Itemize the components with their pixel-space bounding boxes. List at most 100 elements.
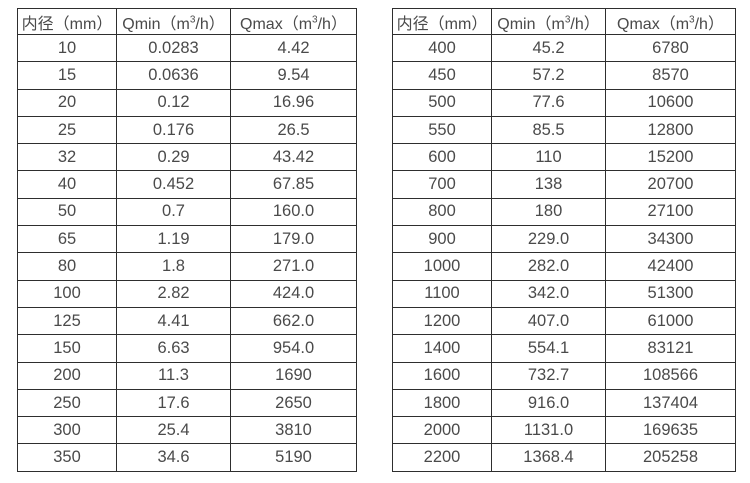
- qmax-cell: 137404: [605, 388, 736, 418]
- qmin-cell: 0.0283: [116, 33, 231, 63]
- qmin-cell: 180: [491, 197, 606, 227]
- diameter-cell: 1800: [392, 388, 492, 418]
- qmin-cell: 34.6: [116, 443, 231, 472]
- table-row: 80 1.8 271.0: [17, 252, 357, 281]
- table-row: 10 0.0283 4.42: [17, 33, 357, 63]
- unit-suffix-text: /h）: [195, 15, 225, 33]
- diameter-cell: 1400: [392, 334, 492, 363]
- qmax-cell: 15200: [605, 143, 736, 172]
- qmin-cell: 25.4: [116, 416, 231, 445]
- diameter-cell: 10: [17, 33, 117, 63]
- qmin-cell: 1.8: [116, 252, 231, 281]
- qmax-cell: 2650: [230, 388, 357, 418]
- tables-container: 内径（mm） Qmin（m3/h） Qmax（m3/h） 10 0.0283 4.4…: [17, 8, 736, 472]
- diameter-cell: 600: [392, 143, 492, 172]
- diameter-cell: 40: [17, 170, 117, 199]
- table-row: 500 77.6 10600: [392, 88, 736, 117]
- diameter-cell: 20: [17, 88, 117, 117]
- diameter-cell: 500: [392, 88, 492, 117]
- diameter-cell: 65: [17, 225, 117, 254]
- diameter-column-header: 内径（mm）: [392, 8, 492, 35]
- table-row: 300 25.4 3810: [17, 416, 357, 445]
- diameter-cell: 80: [17, 252, 117, 281]
- flow-table-right: 内径（mm） Qmin（m3/h） Qmax（m3/h） 400 45.2 6780…: [392, 8, 736, 472]
- table-row: 1600 732.7 108566: [392, 361, 736, 390]
- qmin-cell: 916.0: [491, 388, 606, 418]
- qmin-header-text: Qmin（m: [122, 15, 190, 33]
- qmax-cell: 169635: [605, 416, 736, 445]
- table-row: 15 0.0636 9.54: [17, 61, 357, 90]
- diameter-cell: 32: [17, 143, 117, 172]
- qmax-cell: 179.0: [230, 225, 357, 254]
- flow-table-left: 内径（mm） Qmin（m3/h） Qmax（m3/h） 10 0.0283 4.4…: [17, 8, 357, 472]
- qmax-cell: 34300: [605, 225, 736, 254]
- qmax-cell: 3810: [230, 416, 357, 445]
- diameter-cell: 100: [17, 279, 117, 308]
- qmin-cell: 77.6: [491, 88, 606, 117]
- qmax-cell: 5190: [230, 443, 357, 472]
- table-row: 32 0.29 43.42: [17, 143, 357, 172]
- qmax-cell: 954.0: [230, 334, 357, 363]
- qmin-cell: 407.0: [491, 306, 606, 336]
- diameter-cell: 250: [17, 388, 117, 418]
- diameter-cell: 1000: [392, 252, 492, 281]
- diameter-cell: 125: [17, 306, 117, 336]
- qmin-cell: 2.82: [116, 279, 231, 308]
- diameter-cell: 150: [17, 334, 117, 363]
- table-row: 250 17.6 2650: [17, 388, 357, 418]
- diameter-cell: 300: [17, 416, 117, 445]
- qmin-cell: 1.19: [116, 225, 231, 254]
- qmin-cell: 6.63: [116, 334, 231, 363]
- diameter-cell: 200: [17, 361, 117, 390]
- table-row: 1800 916.0 137404: [392, 388, 736, 418]
- diameter-cell: 800: [392, 197, 492, 227]
- qmax-cell: 67.85: [230, 170, 357, 199]
- qmax-cell: 6780: [605, 33, 736, 63]
- table-row: 400 45.2 6780: [392, 33, 736, 63]
- unit-suffix-text: /h）: [694, 15, 724, 33]
- qmax-cell: 42400: [605, 252, 736, 281]
- unit-suffix-text: /h）: [570, 15, 600, 33]
- qmax-cell: 43.42: [230, 143, 357, 172]
- table-row: 65 1.19 179.0: [17, 225, 357, 254]
- table-header-row: 内径（mm） Qmin（m3/h） Qmax（m3/h）: [17, 8, 357, 35]
- table-row: 2000 1131.0 169635: [392, 416, 736, 445]
- table-row: 550 85.5 12800: [392, 115, 736, 145]
- qmax-cell: 108566: [605, 361, 736, 390]
- qmax-header-text: Qmax（m: [240, 15, 313, 33]
- qmin-cell: 0.452: [116, 170, 231, 199]
- qmin-cell: 11.3: [116, 361, 231, 390]
- diameter-column-header: 内径（mm）: [17, 8, 117, 35]
- qmax-cell: 160.0: [230, 197, 357, 227]
- diameter-cell: 450: [392, 61, 492, 90]
- qmin-cell: 85.5: [491, 115, 606, 145]
- qmin-cell: 0.176: [116, 115, 231, 145]
- qmax-cell: 1690: [230, 361, 357, 390]
- diameter-cell: 400: [392, 33, 492, 63]
- table-row: 600 110 15200: [392, 143, 736, 172]
- table-row: 20 0.12 16.96: [17, 88, 357, 117]
- diameter-cell: 1200: [392, 306, 492, 336]
- table-row: 450 57.2 8570: [392, 61, 736, 90]
- qmin-cell: 110: [491, 143, 606, 172]
- diameter-cell: 1600: [392, 361, 492, 390]
- unit-suffix-text: /h）: [317, 15, 347, 33]
- table-row: 1200 407.0 61000: [392, 306, 736, 336]
- table-row: 900 229.0 34300: [392, 225, 736, 254]
- table-header-row: 内径（mm） Qmin（m3/h） Qmax（m3/h）: [392, 8, 736, 35]
- table-body-right: 400 45.2 6780 450 57.2 8570 500 77.6 10600 550 85.…: [392, 33, 736, 472]
- table-row: 50 0.7 160.0: [17, 197, 357, 227]
- table-body-left: 10 0.0283 4.42 15 0.0636 9.54 20 0.12 16.96 25 0.1…: [17, 33, 357, 472]
- qmax-cell: 12800: [605, 115, 736, 145]
- qmax-header-text: Qmax（m: [617, 15, 690, 33]
- qmax-column-header: Qmax（m3/h）: [230, 8, 357, 35]
- qmin-column-header: Qmin（m3/h）: [116, 8, 231, 35]
- qmin-cell: 45.2: [491, 33, 606, 63]
- qmin-cell: 1131.0: [491, 416, 606, 445]
- qmin-header-text: Qmin（m: [497, 15, 565, 33]
- diameter-cell: 2000: [392, 416, 492, 445]
- superscript-3: 3: [189, 14, 196, 26]
- qmin-cell: 282.0: [491, 252, 606, 281]
- qmax-cell: 9.54: [230, 61, 357, 90]
